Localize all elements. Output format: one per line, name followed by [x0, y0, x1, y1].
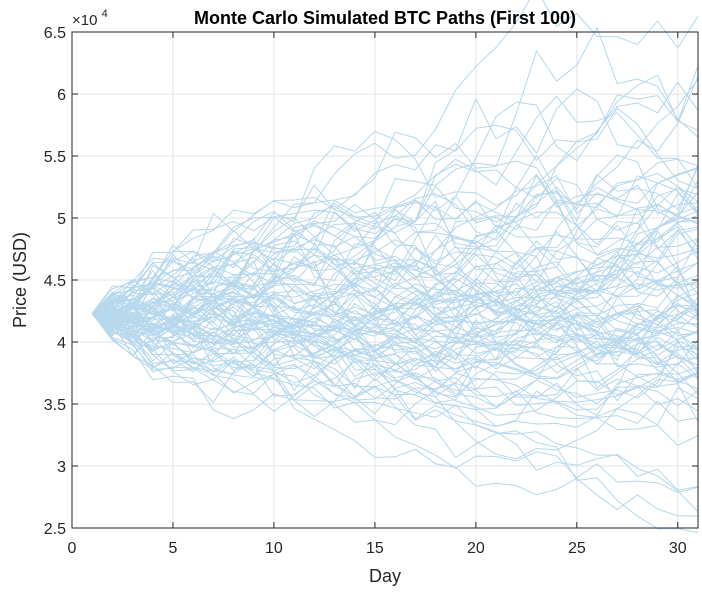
- simulated-path-line: [91, 306, 699, 399]
- simulated-path-line: [92, 260, 699, 365]
- y-tick-label: 3.5: [44, 397, 66, 414]
- simulated-path-line: [91, 178, 699, 330]
- simulated-path-line: [91, 154, 699, 314]
- simulated-path-line: [92, 307, 699, 426]
- simulated-path-line: [91, 0, 699, 314]
- simulated-path-line: [91, 26, 699, 314]
- simulated-path-line: [92, 246, 699, 418]
- simulated-path-line: [91, 261, 699, 386]
- x-tick-label: 10: [265, 540, 283, 557]
- simulated-path-line: [91, 107, 699, 319]
- simulated-path-line: [91, 166, 699, 340]
- simulated-path-line: [92, 206, 699, 340]
- simulated-path-line: [91, 305, 699, 408]
- simulated-path-line: [92, 283, 699, 404]
- x-tick-label: 5: [169, 540, 178, 557]
- simulated-path-line: [91, 303, 699, 494]
- simulated-path-line: [91, 81, 699, 314]
- simulated-path-line: [92, 295, 699, 367]
- simulated-path-line: [91, 76, 699, 314]
- simulated-path-line: [91, 237, 699, 340]
- simulated-path-line: [92, 302, 699, 384]
- x-tick-label: 25: [568, 540, 586, 557]
- simulated-path-line: [91, 304, 699, 420]
- simulated-path-line: [91, 311, 699, 402]
- simulated-path-line: [92, 313, 699, 392]
- simulated-path-line: [92, 225, 699, 338]
- chart-title: Monte Carlo Simulated BTC Paths (First 1…: [194, 8, 576, 28]
- simulated-path-line: [92, 247, 699, 316]
- simulated-path-line: [91, 184, 699, 324]
- simulated-path-line: [91, 313, 699, 428]
- simulated-path-line: [91, 257, 699, 513]
- simulated-path-line: [91, 294, 699, 411]
- simulated-path-line: [92, 238, 699, 337]
- y-tick-label: 4.5: [44, 273, 66, 290]
- simulated-path-line: [92, 312, 699, 534]
- simulated-path-line: [92, 211, 699, 395]
- y-axis-exponent: ×10 4: [72, 8, 108, 29]
- simulated-path-line: [92, 294, 699, 370]
- axis-ticks: 0 5 10 15 20 25 30 2.5 3 3.5 4 4.5 5 5.5 6 6.5: [44, 25, 698, 557]
- x-tick-label: 0: [68, 540, 77, 557]
- simulated-path-line: [92, 65, 699, 342]
- simulated-path-line: [92, 303, 699, 378]
- simulated-path-line: [92, 259, 699, 366]
- simulated-path-line: [91, 167, 699, 337]
- simulated-path-line: [91, 298, 699, 423]
- simulated-path-line: [92, 297, 699, 417]
- simulated-paths: [91, 0, 699, 534]
- simulated-path-line: [92, 309, 699, 399]
- simulated-path-line: [91, 74, 699, 314]
- y-axis-exponent-power: 4: [102, 8, 108, 20]
- simulated-path-line: [92, 302, 699, 416]
- simulated-path-line: [91, 306, 699, 401]
- x-tick-label: 15: [366, 540, 384, 557]
- simulated-path-line: [91, 313, 699, 517]
- x-tick-label: 20: [467, 540, 485, 557]
- y-tick-label: 3: [57, 459, 66, 476]
- y-tick-label: 5.5: [44, 149, 66, 166]
- simulated-path-line: [91, 209, 699, 359]
- y-tick-label: 4: [57, 335, 66, 352]
- simulated-path-line: [91, 237, 699, 380]
- y-tick-label: 5: [57, 211, 66, 228]
- simulated-path-line: [92, 188, 699, 356]
- simulated-path-line: [92, 190, 699, 319]
- y-tick-label: 2.5: [44, 521, 66, 538]
- x-tick-label: 30: [669, 540, 687, 557]
- simulated-path-line: [92, 222, 699, 357]
- y-axis-exponent-base: ×10: [72, 12, 97, 29]
- y-tick-label: 6: [57, 87, 66, 104]
- x-axis-label: Day: [369, 566, 401, 586]
- y-tick-label: 6.5: [44, 25, 66, 42]
- simulated-path-line: [91, 220, 699, 316]
- simulated-path-line: [92, 276, 699, 367]
- simulated-path-line: [91, 199, 699, 343]
- y-axis-label: Price (USD): [10, 232, 30, 328]
